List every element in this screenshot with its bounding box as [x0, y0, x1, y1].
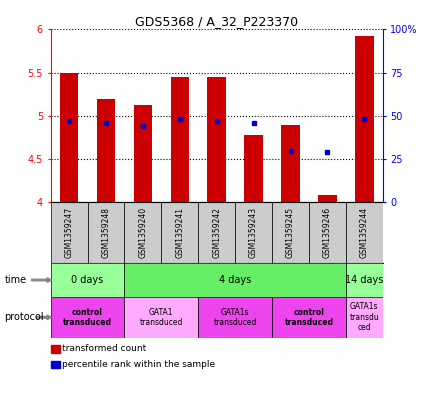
Text: control
transduced: control transduced	[63, 308, 112, 327]
Bar	[125, 263, 346, 297]
Bar	[51, 297, 125, 338]
Bar	[125, 297, 198, 338]
Bar	[97, 99, 115, 202]
Bar	[171, 77, 189, 202]
Bar	[134, 105, 152, 202]
Bar	[198, 297, 272, 338]
Text: GATA1s
transduced: GATA1s transduced	[213, 308, 257, 327]
Bar	[346, 263, 383, 297]
Bar	[198, 202, 235, 263]
Text: GSM1359242: GSM1359242	[212, 208, 221, 258]
Text: GSM1359247: GSM1359247	[65, 207, 73, 259]
Text: protocol: protocol	[4, 312, 44, 322]
Bar	[346, 297, 383, 338]
Text: percentile rank within the sample: percentile rank within the sample	[62, 360, 216, 369]
Text: control
transduced: control transduced	[285, 308, 334, 327]
Bar	[60, 73, 78, 202]
Text: 4 days: 4 days	[219, 275, 251, 285]
Text: transformed count: transformed count	[62, 345, 147, 353]
Text: GSM1359243: GSM1359243	[249, 207, 258, 259]
Text: GSM1359240: GSM1359240	[138, 207, 147, 259]
Text: 0 days: 0 days	[71, 275, 104, 285]
Bar	[346, 202, 383, 263]
Text: GSM1359248: GSM1359248	[102, 208, 110, 258]
Bar	[235, 202, 272, 263]
Bar	[88, 202, 125, 263]
Text: 14 days: 14 days	[345, 275, 384, 285]
Bar	[244, 135, 263, 202]
Bar	[272, 202, 309, 263]
Bar	[161, 202, 198, 263]
Text: GSM1359241: GSM1359241	[175, 208, 184, 258]
Text: GSM1359244: GSM1359244	[360, 207, 369, 259]
Text: GSM1359246: GSM1359246	[323, 207, 332, 259]
Bar	[355, 35, 374, 202]
Text: GSM1359245: GSM1359245	[286, 207, 295, 259]
Bar	[281, 125, 300, 202]
Text: time: time	[4, 275, 26, 285]
Bar	[51, 263, 125, 297]
Text: GATA1s
transdu
ced: GATA1s transdu ced	[349, 303, 379, 332]
Bar	[51, 202, 88, 263]
Bar	[125, 202, 161, 263]
Title: GDS5368 / A_32_P223370: GDS5368 / A_32_P223370	[135, 15, 298, 28]
Bar	[309, 202, 346, 263]
Bar	[208, 77, 226, 202]
Bar	[318, 195, 337, 202]
Bar	[272, 297, 346, 338]
Text: GATA1
transduced: GATA1 transduced	[139, 308, 183, 327]
